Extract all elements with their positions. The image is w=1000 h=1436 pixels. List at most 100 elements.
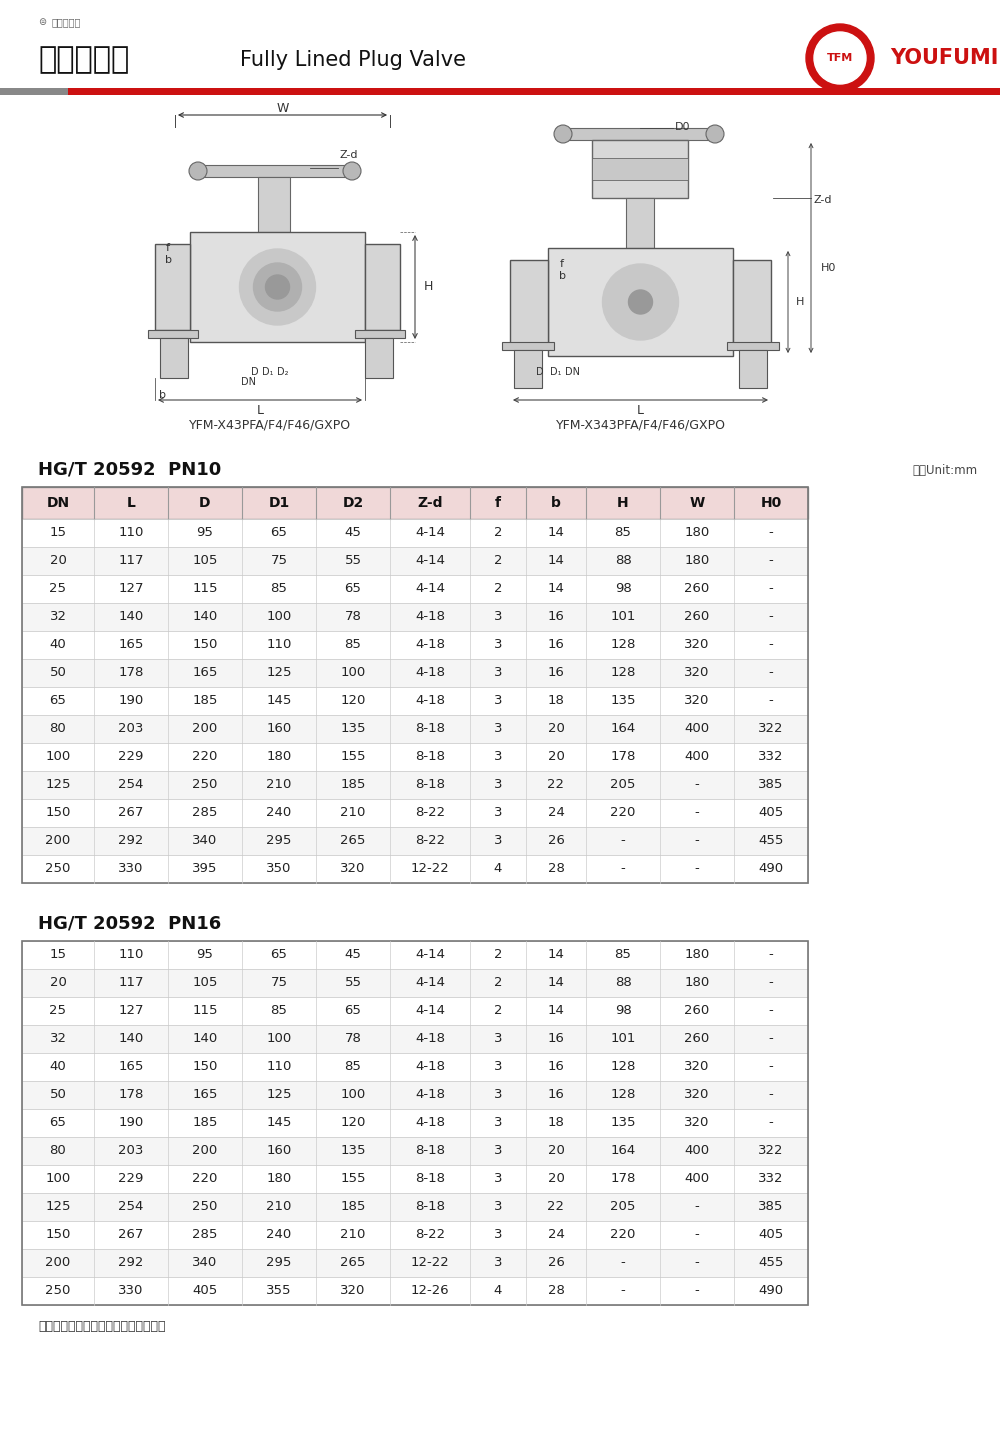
- Text: 155: 155: [340, 1173, 366, 1186]
- Text: 85: 85: [345, 1061, 361, 1074]
- Text: L: L: [637, 404, 644, 416]
- Text: 85: 85: [271, 583, 287, 596]
- Text: 14: 14: [548, 527, 564, 540]
- Text: 98: 98: [615, 583, 631, 596]
- Circle shape: [814, 32, 866, 83]
- Text: 165: 165: [118, 1061, 144, 1074]
- Text: 20: 20: [50, 976, 66, 989]
- Text: 80: 80: [50, 1144, 66, 1157]
- Bar: [22, 518, 808, 547]
- Text: 24: 24: [548, 1229, 564, 1242]
- Text: 125: 125: [45, 1200, 71, 1213]
- Text: 240: 240: [266, 807, 292, 820]
- Text: 292: 292: [118, 1256, 144, 1269]
- Text: 100: 100: [266, 610, 292, 623]
- Text: 2: 2: [494, 527, 502, 540]
- Bar: [258, 177, 290, 233]
- Text: 200: 200: [45, 834, 71, 847]
- Text: 180: 180: [684, 527, 710, 540]
- Text: 405: 405: [758, 807, 784, 820]
- Text: YFM-X43PFA/F4/F46/GXPO: YFM-X43PFA/F4/F46/GXPO: [189, 418, 351, 431]
- Text: 2: 2: [494, 976, 502, 989]
- Text: 4-14: 4-14: [415, 527, 445, 540]
- Text: 200: 200: [192, 1144, 218, 1157]
- Text: 210: 210: [340, 1229, 366, 1242]
- Text: 185: 185: [192, 1117, 218, 1130]
- Text: 220: 220: [192, 1173, 218, 1186]
- Text: 4-14: 4-14: [415, 976, 445, 989]
- Text: 229: 229: [118, 751, 144, 764]
- Text: 332: 332: [758, 751, 784, 764]
- Text: 16: 16: [548, 610, 564, 623]
- Text: 190: 190: [118, 695, 144, 708]
- Text: 3: 3: [494, 834, 502, 847]
- Text: 165: 165: [192, 666, 218, 679]
- Text: 320: 320: [684, 1088, 710, 1101]
- Text: 185: 185: [340, 778, 366, 791]
- Text: 3: 3: [494, 1173, 502, 1186]
- Text: 125: 125: [45, 778, 71, 791]
- Text: 110: 110: [118, 527, 144, 540]
- Text: -: -: [695, 863, 699, 876]
- Text: 117: 117: [118, 554, 144, 567]
- Text: 95: 95: [197, 527, 213, 540]
- Circle shape: [240, 248, 316, 325]
- Text: -: -: [769, 1005, 773, 1018]
- Text: -: -: [769, 639, 773, 652]
- Text: -: -: [769, 554, 773, 567]
- Text: -: -: [769, 527, 773, 540]
- Text: 320: 320: [684, 1061, 710, 1074]
- Bar: [22, 1277, 808, 1305]
- Text: -: -: [769, 949, 773, 962]
- Text: 165: 165: [118, 639, 144, 652]
- Text: 28: 28: [548, 863, 564, 876]
- Text: 150: 150: [45, 1229, 71, 1242]
- Text: DN: DN: [564, 368, 580, 378]
- Text: 229: 229: [118, 1173, 144, 1186]
- Text: 4-18: 4-18: [415, 610, 445, 623]
- Text: 65: 65: [50, 695, 66, 708]
- Text: 250: 250: [45, 1284, 71, 1298]
- Text: -: -: [695, 1229, 699, 1242]
- Text: 160: 160: [266, 1144, 292, 1157]
- Text: 88: 88: [615, 976, 631, 989]
- Text: 320: 320: [340, 1284, 366, 1298]
- Text: 12-22: 12-22: [411, 863, 449, 876]
- Text: 3: 3: [494, 1229, 502, 1242]
- Bar: [22, 715, 808, 742]
- Text: H: H: [424, 280, 433, 293]
- Bar: [22, 659, 808, 686]
- Text: TFM: TFM: [827, 53, 853, 63]
- Text: 20: 20: [548, 751, 564, 764]
- Text: 50: 50: [50, 1088, 66, 1101]
- Text: 8-18: 8-18: [415, 1200, 445, 1213]
- Text: 100: 100: [340, 666, 366, 679]
- Text: 14: 14: [548, 583, 564, 596]
- Text: 178: 178: [118, 1088, 144, 1101]
- Text: 3: 3: [494, 1061, 502, 1074]
- Text: 180: 180: [684, 949, 710, 962]
- Text: D: D: [536, 368, 544, 378]
- Text: D₂: D₂: [277, 368, 289, 378]
- Text: f: f: [166, 243, 170, 253]
- Text: 295: 295: [266, 1256, 292, 1269]
- Text: 3: 3: [494, 751, 502, 764]
- Text: 2: 2: [494, 554, 502, 567]
- Text: b: b: [160, 391, 166, 401]
- Text: 320: 320: [340, 863, 366, 876]
- Text: 330: 330: [118, 1284, 144, 1298]
- Text: -: -: [769, 1117, 773, 1130]
- Text: -: -: [621, 1284, 625, 1298]
- Text: 100: 100: [340, 1088, 366, 1101]
- Text: 45: 45: [345, 949, 361, 962]
- Text: 254: 254: [118, 778, 144, 791]
- Text: D₁: D₁: [550, 368, 562, 378]
- Text: 3: 3: [494, 1117, 502, 1130]
- Bar: [626, 198, 654, 248]
- Circle shape: [266, 276, 290, 299]
- Text: 15: 15: [50, 527, 66, 540]
- Text: 14: 14: [548, 949, 564, 962]
- Text: 250: 250: [45, 863, 71, 876]
- Text: -: -: [695, 807, 699, 820]
- Text: 3: 3: [494, 1144, 502, 1157]
